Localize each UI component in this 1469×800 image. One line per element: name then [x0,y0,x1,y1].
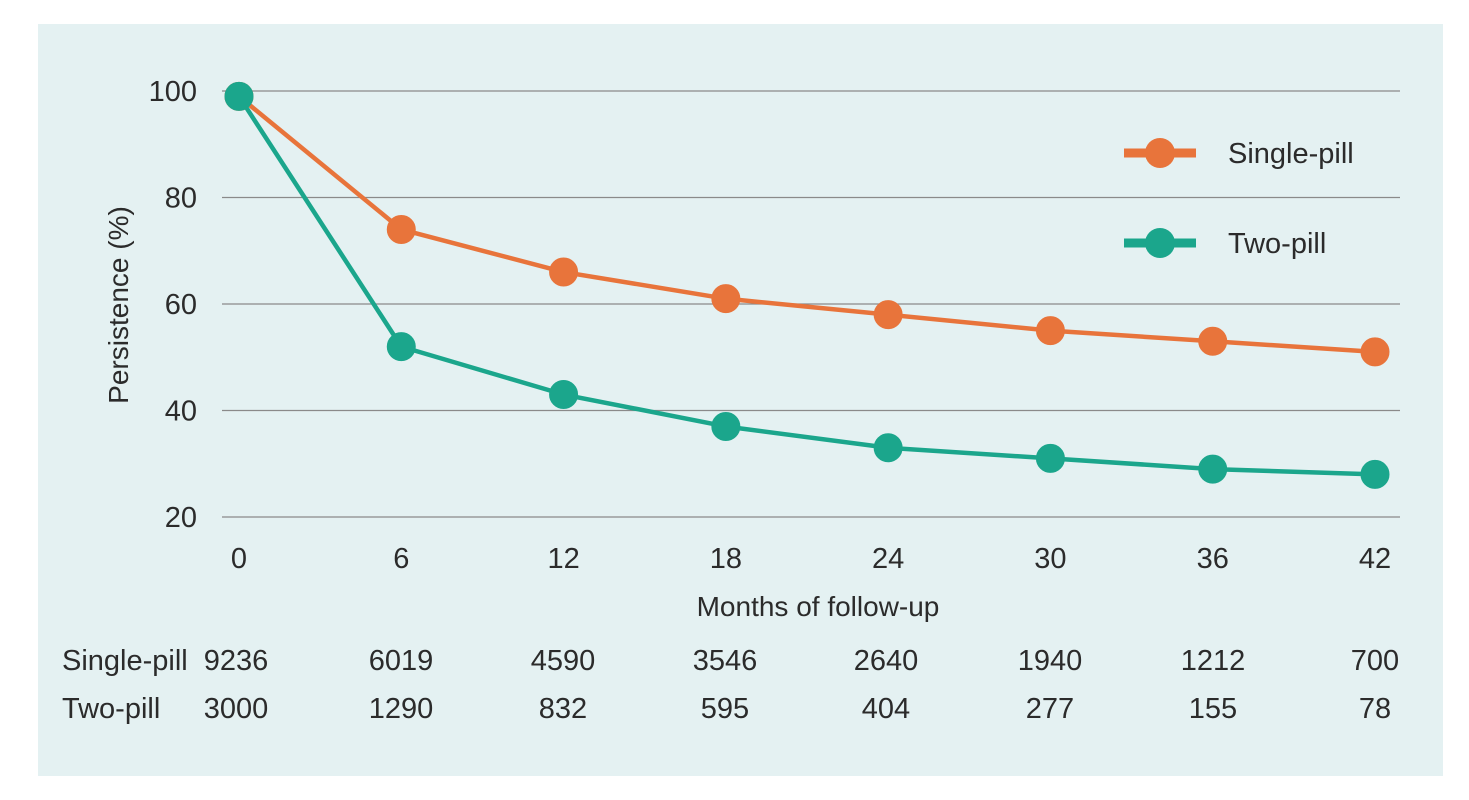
risk-value-single-pill-24: 2640 [854,645,919,677]
data-point-single-pill-30 [1035,316,1065,346]
risk-value-single-pill-0: 9236 [204,645,269,677]
legend-label-two-pill: Two-pill [1228,228,1326,260]
x-axis-title: Months of follow-up [697,591,940,622]
risk-value-two-pill-0: 3000 [204,693,269,725]
numbers-at-risk-table: Single-pill 9236 6019 4590 3546 2640 1940 1212 7… [62,645,1399,725]
gridlines [222,90,1400,518]
data-point-two-pill-12 [549,380,579,410]
risk-value-single-pill-36: 1212 [1181,645,1246,677]
y-tick-label-20: 20 [165,502,197,534]
risk-value-two-pill-12: 832 [539,693,587,725]
data-point-two-pill-30 [1035,443,1065,473]
data-series [224,81,1390,489]
data-point-single-pill-12 [549,257,579,287]
x-tick-label-0: 0 [231,543,247,575]
risk-value-single-pill-6: 6019 [369,645,434,677]
x-tick-label-18: 18 [710,543,742,575]
risk-row-label-single-pill: Single-pill [62,645,188,677]
data-point-two-pill-6 [386,332,416,362]
legend-swatch-marker-two-pill [1145,228,1175,258]
data-point-two-pill-42 [1360,459,1390,489]
x-tick-label-42: 42 [1359,543,1391,575]
legend-label-single-pill: Single-pill [1228,138,1354,170]
risk-value-two-pill-30: 277 [1026,693,1074,725]
data-point-two-pill-0 [224,81,254,111]
legend-swatch-marker-single-pill [1145,138,1175,168]
data-point-single-pill-36 [1198,326,1228,356]
data-point-single-pill-42 [1360,337,1390,367]
y-tick-label-40: 40 [165,396,197,428]
series-line-single-pill [237,94,1376,355]
series-two-pill [224,81,1390,489]
y-axis-title: Persistence (%) [103,206,134,404]
legend: Single-pill Two-pill [1124,138,1354,260]
data-point-two-pill-24 [873,433,903,463]
x-axis-tick-labels: 0 6 12 18 24 30 36 42 [231,543,1391,575]
risk-value-two-pill-24: 404 [862,693,910,725]
series-line-two-pill [237,95,1376,477]
risk-value-single-pill-18: 3546 [693,645,758,677]
risk-value-single-pill-30: 1940 [1018,645,1083,677]
x-tick-label-24: 24 [872,543,904,575]
data-point-two-pill-36 [1198,454,1228,484]
y-tick-label-60: 60 [165,289,197,321]
risk-value-two-pill-6: 1290 [369,693,434,725]
x-tick-label-36: 36 [1197,543,1229,575]
y-axis-tick-labels: 20 40 60 80 100 [149,76,197,534]
x-tick-label-6: 6 [393,543,409,575]
data-point-two-pill-18 [711,411,741,441]
x-tick-label-30: 30 [1034,543,1066,575]
risk-row-label-two-pill: Two-pill [62,693,160,725]
risk-value-two-pill-18: 595 [701,693,749,725]
data-point-single-pill-18 [711,284,741,314]
risk-value-single-pill-12: 4590 [531,645,596,677]
y-tick-label-80: 80 [165,183,197,215]
risk-value-two-pill-42: 78 [1359,693,1391,725]
data-point-single-pill-6 [386,214,416,244]
series-single-pill [224,81,1390,367]
risk-value-single-pill-42: 700 [1351,645,1399,677]
x-tick-label-12: 12 [547,543,579,575]
data-point-single-pill-24 [873,300,903,330]
risk-value-two-pill-36: 155 [1189,693,1237,725]
y-tick-label-100: 100 [149,76,197,108]
